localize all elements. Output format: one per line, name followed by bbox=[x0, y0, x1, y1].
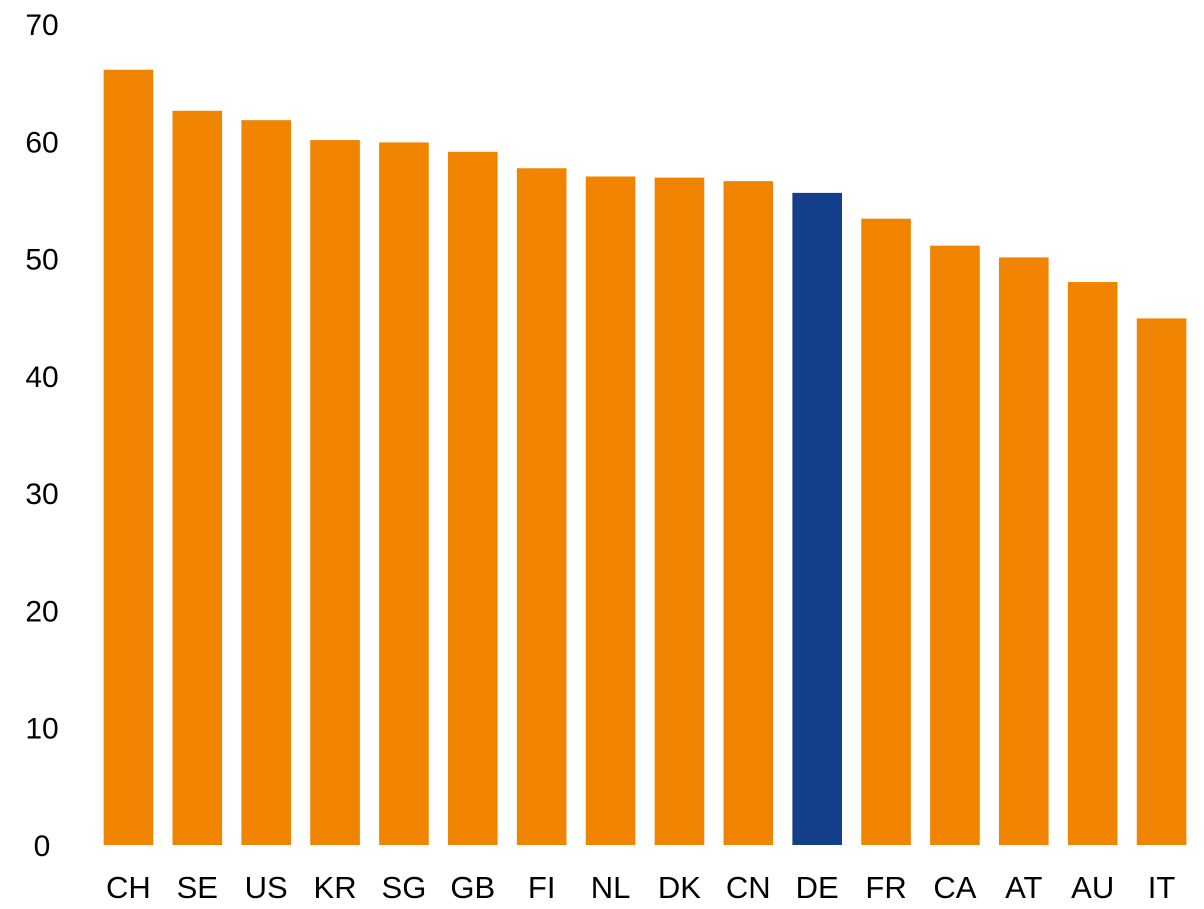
bar-kr bbox=[310, 140, 360, 846]
y-tick-label: 50 bbox=[25, 244, 58, 277]
x-tick-label: GB bbox=[450, 870, 495, 905]
x-tick-label: KR bbox=[314, 870, 357, 905]
x-tick-label: IT bbox=[1148, 870, 1176, 905]
y-tick-label: 0 bbox=[34, 830, 51, 863]
x-tick-label: US bbox=[245, 870, 288, 905]
bar-gb bbox=[448, 151, 498, 846]
bar-se bbox=[172, 110, 223, 846]
y-tick-label: 20 bbox=[25, 595, 58, 628]
x-axis: CH SE US KR SG GB FI NL DK CN DE FR CA AT AU IT bbox=[106, 870, 1175, 905]
bar-it bbox=[1136, 318, 1187, 845]
y-tick-label: 30 bbox=[25, 478, 58, 511]
bar-sg bbox=[379, 142, 429, 845]
bar-us bbox=[241, 120, 291, 846]
y-tick-label: 70 bbox=[25, 9, 58, 42]
y-tick-label: 60 bbox=[25, 126, 58, 159]
bar-dk bbox=[654, 177, 705, 845]
x-tick-label: CN bbox=[726, 870, 771, 905]
bar-de bbox=[792, 192, 842, 845]
bar-at bbox=[999, 257, 1049, 845]
bar-fi bbox=[516, 168, 567, 845]
x-tick-label: SG bbox=[382, 870, 427, 905]
x-tick-label: FI bbox=[528, 870, 556, 905]
x-tick-label: CH bbox=[106, 870, 151, 905]
bar-fr bbox=[861, 218, 911, 845]
bar-nl bbox=[585, 176, 636, 846]
x-tick-label: AT bbox=[1005, 870, 1042, 905]
x-tick-label: FR bbox=[865, 870, 906, 905]
bar-cn bbox=[723, 181, 774, 845]
y-tick-label: 10 bbox=[25, 713, 58, 746]
x-tick-label: AU bbox=[1071, 870, 1114, 905]
bars bbox=[103, 69, 1187, 846]
x-tick-label: SE bbox=[177, 870, 218, 905]
x-tick-label: NL bbox=[591, 870, 631, 905]
x-tick-label: DK bbox=[658, 870, 701, 905]
x-tick-label: DE bbox=[796, 870, 839, 905]
x-tick-label: CA bbox=[933, 870, 976, 905]
bar-au bbox=[1067, 282, 1118, 845]
bar-ca bbox=[930, 245, 980, 846]
y-axis: 0 10 20 30 40 50 60 70 bbox=[25, 9, 58, 863]
bar-ch bbox=[103, 69, 154, 846]
y-tick-label: 40 bbox=[25, 361, 58, 394]
